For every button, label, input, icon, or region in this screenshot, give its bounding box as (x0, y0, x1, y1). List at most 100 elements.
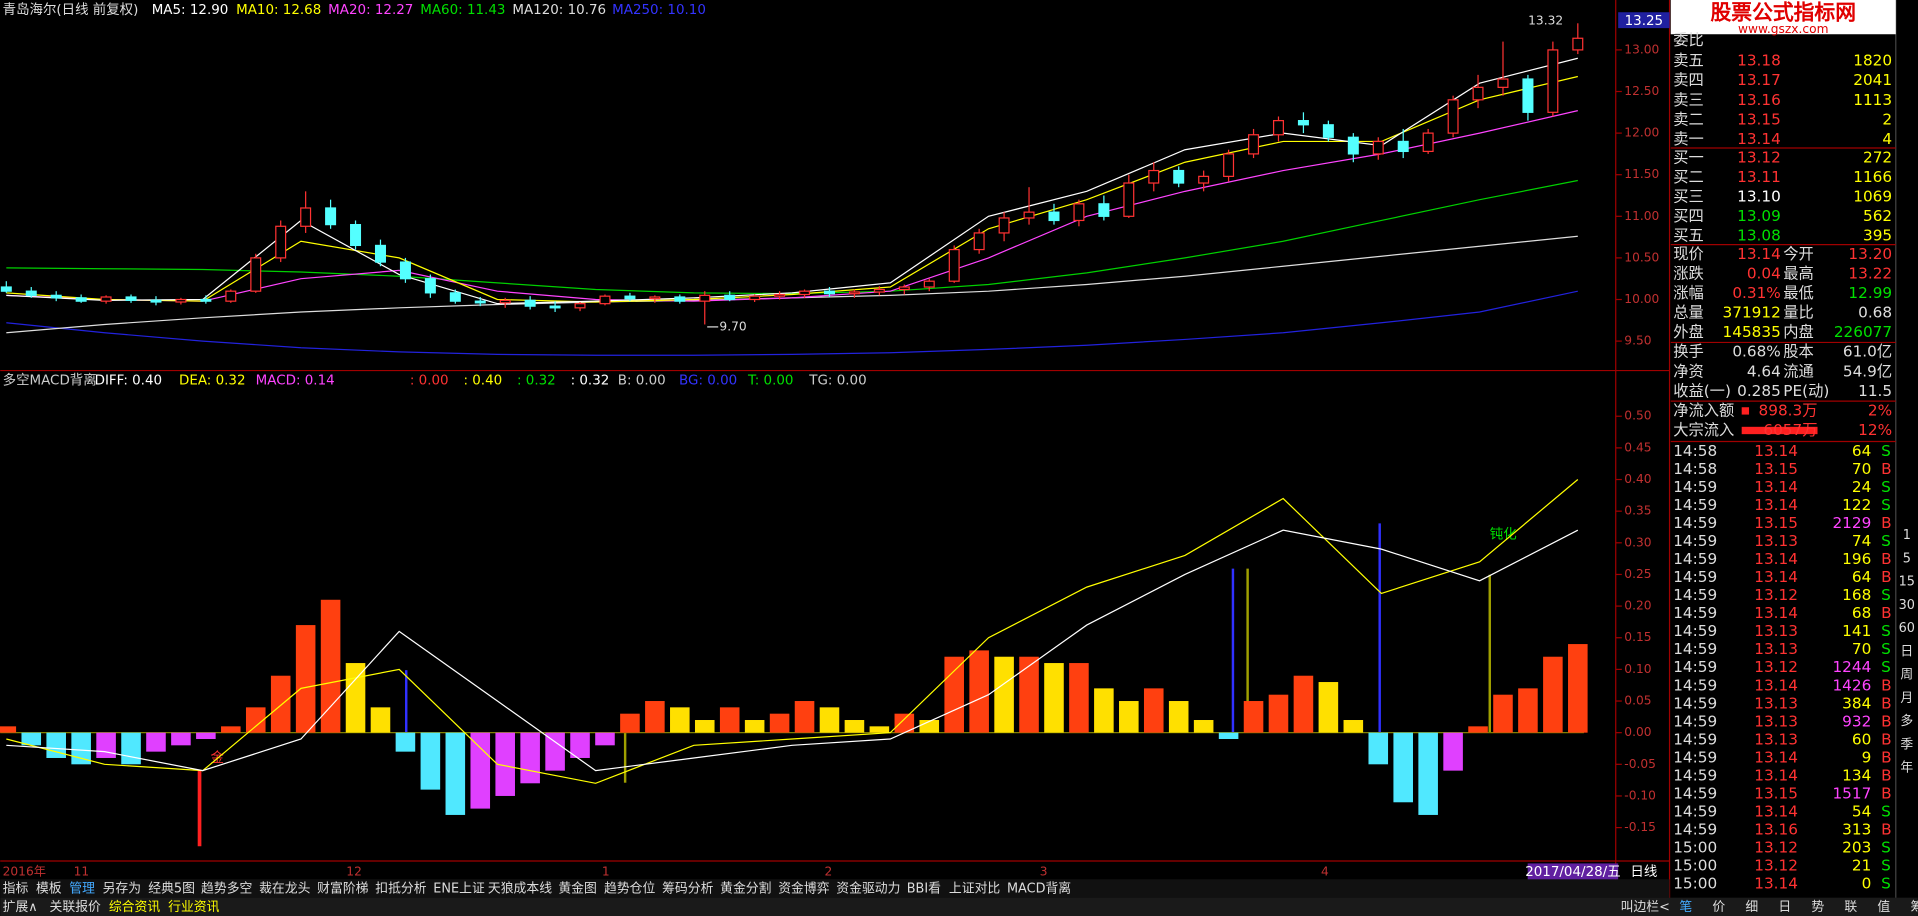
tab[interactable]: 指标 (3, 882, 29, 897)
date-tag: 2017/04/28/五 (1525, 865, 1620, 880)
macd-bar (1443, 732, 1463, 771)
tab[interactable]: 管理 (69, 882, 95, 897)
macd-legend: B: 0.00 (618, 373, 666, 388)
tick-volume: 74 (1852, 532, 1871, 550)
side-button[interactable]: 年 (1900, 761, 1913, 776)
tab[interactable]: 趋势仓位 (604, 881, 655, 897)
date-label: 1 (602, 864, 610, 878)
stat-label: 收益(一) (1673, 382, 1731, 400)
tick-price: 13.16 (1754, 821, 1798, 839)
tick-volume: 0 (1862, 875, 1872, 893)
tab[interactable]: 裁在龙头 (259, 881, 310, 897)
note-dunhua: 钝化 (1490, 526, 1517, 542)
tab[interactable]: 黄金图 (558, 881, 596, 897)
side-button[interactable]: 周 (1900, 668, 1913, 683)
tick-time: 14:59 (1673, 640, 1717, 658)
flow-bar (1741, 407, 1750, 415)
book-label: 买二 (1673, 168, 1704, 186)
candle-body (75, 297, 87, 302)
side-button[interactable]: 15 (1899, 575, 1915, 590)
bottom-right-tab[interactable]: 联 (1844, 900, 1857, 915)
candle-body (424, 278, 436, 294)
bottom-right-tab[interactable]: 筹 (1910, 899, 1918, 915)
logo-url: www.gszx.com (1738, 22, 1829, 36)
tab[interactable]: 扣抵分析 (375, 882, 426, 897)
tab[interactable]: MACD背离 (1007, 881, 1071, 897)
bottom-right-tab[interactable]: 价 (1712, 900, 1725, 915)
macd-legend: DEA: 0.32 (179, 373, 246, 388)
stat-label: 最高 (1783, 264, 1814, 282)
candle-body (350, 224, 362, 247)
book-label: 买一 (1673, 148, 1704, 166)
tick-time: 14:59 (1673, 568, 1717, 586)
bottom-right-tab[interactable]: 势 (1811, 899, 1824, 915)
bottom-tab[interactable]: 关联报价 (50, 900, 101, 915)
macd-bar (1343, 720, 1364, 733)
y-tick-label: 11.50 (1624, 167, 1659, 181)
y-tick-label: 9.50 (1624, 334, 1651, 348)
tab[interactable]: BBI看 (907, 881, 941, 897)
macd-bar (944, 656, 964, 733)
bottom-right-tab[interactable]: 值 (1877, 899, 1890, 915)
macd-bar (1119, 701, 1139, 733)
tab[interactable]: 天狼成本线 (488, 882, 552, 897)
stat-label: 量比 (1783, 304, 1814, 322)
tick-side: B (1881, 460, 1891, 478)
candle-body (1073, 203, 1085, 222)
bottom-right-tab[interactable]: 日 (1778, 900, 1791, 915)
tick-time: 14:58 (1673, 442, 1717, 460)
macd-legend: : 0.32 (571, 373, 610, 388)
tab[interactable]: 模板 (36, 882, 62, 897)
tab[interactable]: 资金博弈 (778, 881, 829, 897)
tab[interactable]: 财富阶梯 (317, 881, 368, 897)
side-button[interactable]: 60 (1899, 621, 1915, 636)
tab[interactable]: 黄金分割 (720, 881, 771, 897)
y-tick-label: 0.00 (1624, 725, 1651, 739)
stat-value: 12.99 (1848, 284, 1892, 302)
y-tick-label: -0.05 (1624, 757, 1656, 771)
side-button[interactable]: 季 (1900, 737, 1913, 752)
side-button[interactable]: 月 (1900, 691, 1913, 706)
side-button[interactable]: 5 (1903, 551, 1911, 566)
bottom-right-tab[interactable]: 笔 (1679, 899, 1692, 915)
tick-time: 15:00 (1673, 857, 1717, 875)
candle-body (1497, 78, 1509, 88)
side-button[interactable]: 多 (1900, 714, 1913, 729)
tick-price: 13.13 (1754, 622, 1798, 640)
bottom-tab[interactable]: 行业资讯 (168, 900, 219, 915)
y-tick-label: 0.40 (1624, 472, 1651, 486)
bottom-right-tab[interactable]: 细 (1745, 900, 1758, 915)
tab[interactable]: 趋势多空 (201, 881, 252, 897)
side-button[interactable]: 1 (1903, 528, 1911, 543)
candle-body (973, 232, 985, 251)
ma-legend: MA120: 10.76 (512, 3, 606, 18)
side-button[interactable]: 30 (1899, 598, 1915, 613)
tab[interactable]: 筹码分析 (662, 881, 713, 897)
tick-time: 14:59 (1673, 803, 1717, 821)
bottom-right-tab[interactable]: 叫边栏< (1621, 900, 1670, 915)
tick-volume: 313 (1842, 821, 1871, 839)
ma-line (6, 179, 1578, 295)
candle-body (200, 298, 212, 302)
tab[interactable]: 资金驱动力 (836, 881, 900, 897)
book-volume: 2 (1882, 110, 1892, 128)
tab[interactable]: 经典5图 (148, 882, 195, 897)
tick-volume: 203 (1842, 839, 1871, 857)
tick-volume: 122 (1842, 496, 1871, 514)
tab[interactable]: 上证对比 (949, 882, 1000, 897)
macd-bar (1243, 701, 1264, 733)
y-tick-label: 0.10 (1624, 662, 1651, 676)
bottom-tab[interactable]: 综合资讯 (109, 900, 160, 915)
bottom-tab[interactable]: 扩展∧ (3, 900, 38, 915)
tab[interactable]: 另存为 (103, 882, 141, 897)
tick-time: 14:59 (1673, 730, 1717, 748)
ma-legend: MA5: 12.90 (152, 3, 229, 18)
tick-side: S (1881, 478, 1891, 496)
book-label: 卖五 (1673, 52, 1704, 70)
candle-body (125, 296, 137, 301)
macd-bar (21, 732, 42, 746)
tab[interactable]: ENE上证 (433, 882, 485, 897)
stat-label: 净资 (1673, 362, 1704, 380)
side-button[interactable]: 日 (1900, 644, 1913, 659)
